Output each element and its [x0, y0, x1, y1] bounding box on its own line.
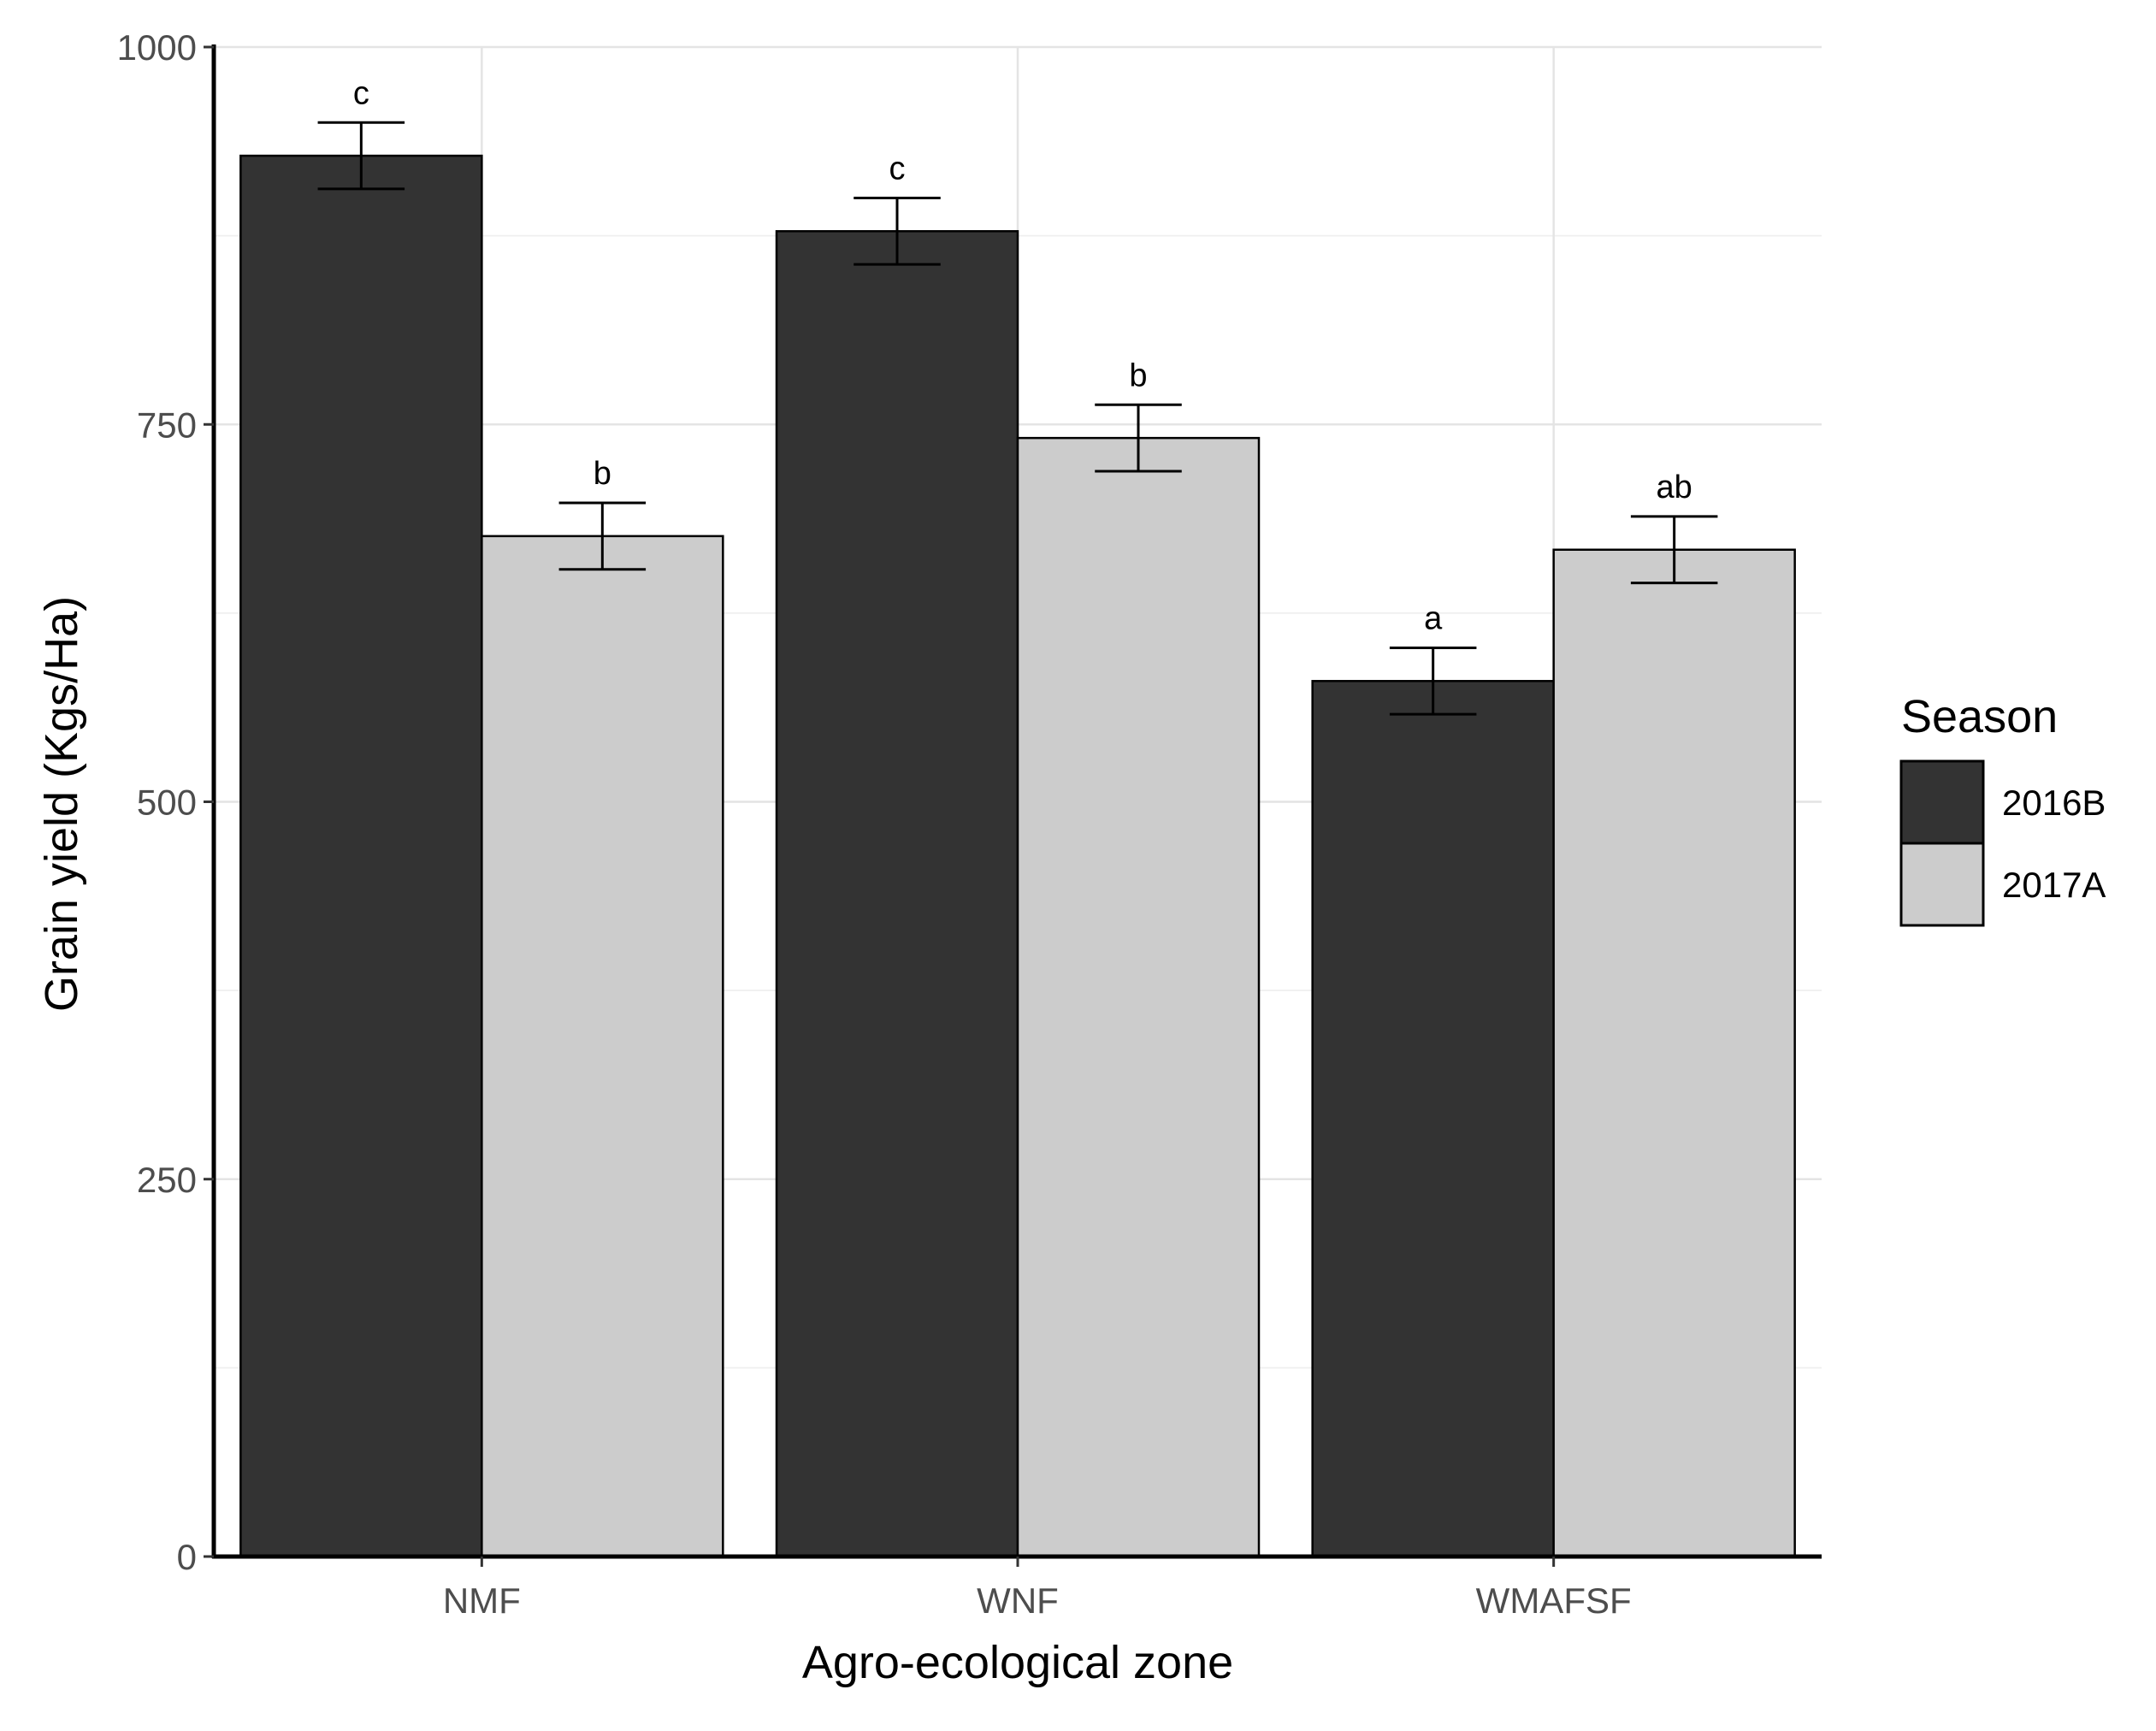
bar-2017A-WNF [1016, 436, 1261, 1558]
bar-2016B-NMF [239, 154, 483, 1558]
bar-2016B-WNF [775, 230, 1019, 1558]
x-tick-label: WNF [977, 1580, 1059, 1621]
significance-label: b [594, 456, 611, 492]
x-tick-label: NMF [443, 1580, 521, 1621]
x-axis-title: Agro-ecological zone [802, 1637, 1233, 1688]
legend-key-2017A [1899, 842, 1985, 927]
significance-label: c [353, 75, 369, 111]
bar-2017A-NMF [481, 535, 724, 1558]
y-tick-label: 250 [137, 1160, 197, 1200]
legend-title: Season [1901, 691, 2058, 742]
y-tick-label: 0 [177, 1537, 197, 1577]
legend: Season 2016B 2017A [1899, 691, 2106, 927]
bars: c b c b a ab [239, 75, 1796, 1558]
significance-label: a [1424, 600, 1443, 636]
bar-2016B-WMAFSF [1311, 680, 1555, 1558]
legend-label: 2017A [2002, 865, 2106, 905]
legend-label: 2016B [2002, 783, 2106, 823]
y-tick-label: 750 [137, 405, 197, 445]
axis-labels: Agro-ecological zone Grain yield (Kgs/Ha… [36, 596, 1233, 1688]
legend-key-2016B [1899, 759, 1985, 845]
bar-2017A-WMAFSF [1552, 548, 1796, 1558]
axes: 0 250 500 750 1000 NMF WNF WMAFSF [117, 27, 1822, 1621]
y-tick-label: 500 [137, 783, 197, 823]
significance-label: ab [1657, 470, 1692, 505]
y-axis-title: Grain yield (Kgs/Ha) [36, 596, 87, 1012]
significance-label: b [1129, 357, 1147, 393]
y-tick-label: 1000 [117, 27, 197, 68]
x-tick-label: WMAFSF [1476, 1580, 1632, 1621]
significance-label: c [889, 151, 906, 187]
